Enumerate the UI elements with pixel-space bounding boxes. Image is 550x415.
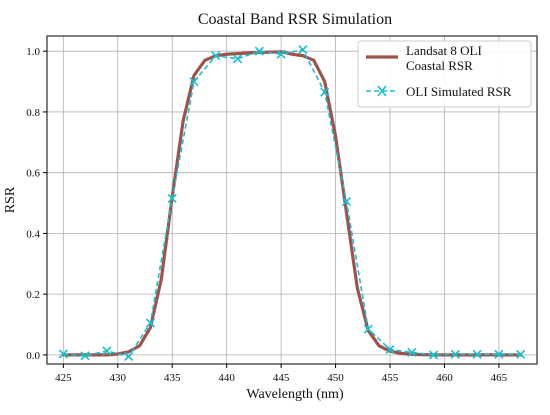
data-point-oli-simulated — [58, 349, 68, 359]
series-line-oli-simulated — [63, 48, 521, 358]
x-tick-label: 440 — [218, 372, 235, 384]
data-point-oli-simulated — [472, 349, 482, 359]
chart-title: Coastal Band RSR Simulation — [198, 11, 392, 28]
data-point-oli-simulated — [211, 51, 221, 61]
grid-lines — [47, 36, 537, 364]
x-axis-label: Wavelength (nm) — [246, 387, 344, 402]
y-tick-label: 0.4 — [26, 228, 40, 240]
data-point-oli-simulated — [428, 350, 439, 360]
x-tick-label: 430 — [110, 372, 127, 384]
x-tick-label: 450 — [327, 372, 344, 384]
legend-swatch-simulated-marker — [377, 85, 387, 97]
ticks: 425 430 435 440 445 450 455 460 465 0.0 0.2 0.4 0.6 0… — [26, 46, 507, 384]
x-tick-label: 455 — [382, 372, 399, 384]
data-point-oli-simulated — [254, 46, 264, 56]
data-point-oli-simulated — [385, 344, 395, 354]
legend-label-landsat-line2: Coastal RSR — [406, 58, 473, 73]
data-point-oli-simulated — [276, 49, 286, 59]
y-tick-label: 0.2 — [26, 289, 40, 301]
data-point-oli-simulated — [102, 346, 112, 356]
data-point-oli-simulated — [298, 45, 308, 55]
x-tick-label: 425 — [55, 372, 72, 384]
legend: Landsat 8 OLI Coastal RSR OLI Simulated … — [357, 40, 532, 108]
data-point-oli-simulated — [167, 193, 177, 204]
y-tick-label: 0.8 — [26, 107, 40, 119]
data-point-oli-simulated — [363, 324, 373, 334]
legend-label-landsat-line1: Landsat 8 OLI — [406, 43, 482, 58]
series-layer — [58, 45, 526, 361]
legend-label-simulated: OLI Simulated RSR — [406, 84, 512, 99]
data-point-oli-simulated — [320, 87, 330, 97]
legend-box — [357, 40, 532, 108]
data-point-oli-simulated — [80, 351, 90, 361]
y-tick-label: 1.0 — [26, 46, 40, 58]
data-point-oli-simulated — [232, 54, 243, 64]
x-tick-label: 435 — [164, 372, 181, 384]
data-point-oli-simulated — [189, 76, 199, 87]
data-point-oli-simulated — [407, 347, 417, 358]
x-tick-label: 465 — [491, 372, 508, 384]
x-tick-label: 460 — [436, 372, 453, 384]
y-tick-label: 0.0 — [26, 350, 40, 362]
data-point-oli-simulated — [494, 349, 504, 359]
y-tick-label: 0.6 — [26, 168, 40, 180]
plot-frame — [46, 35, 538, 365]
data-point-oli-simulated — [341, 196, 352, 207]
data-point-oli-simulated — [516, 349, 526, 359]
data-point-oli-simulated — [145, 318, 156, 328]
x-tick-label: 445 — [273, 372, 290, 384]
y-axis-label: RSR — [3, 186, 18, 213]
data-point-oli-simulated — [124, 351, 134, 361]
data-point-oli-simulated — [450, 349, 460, 359]
